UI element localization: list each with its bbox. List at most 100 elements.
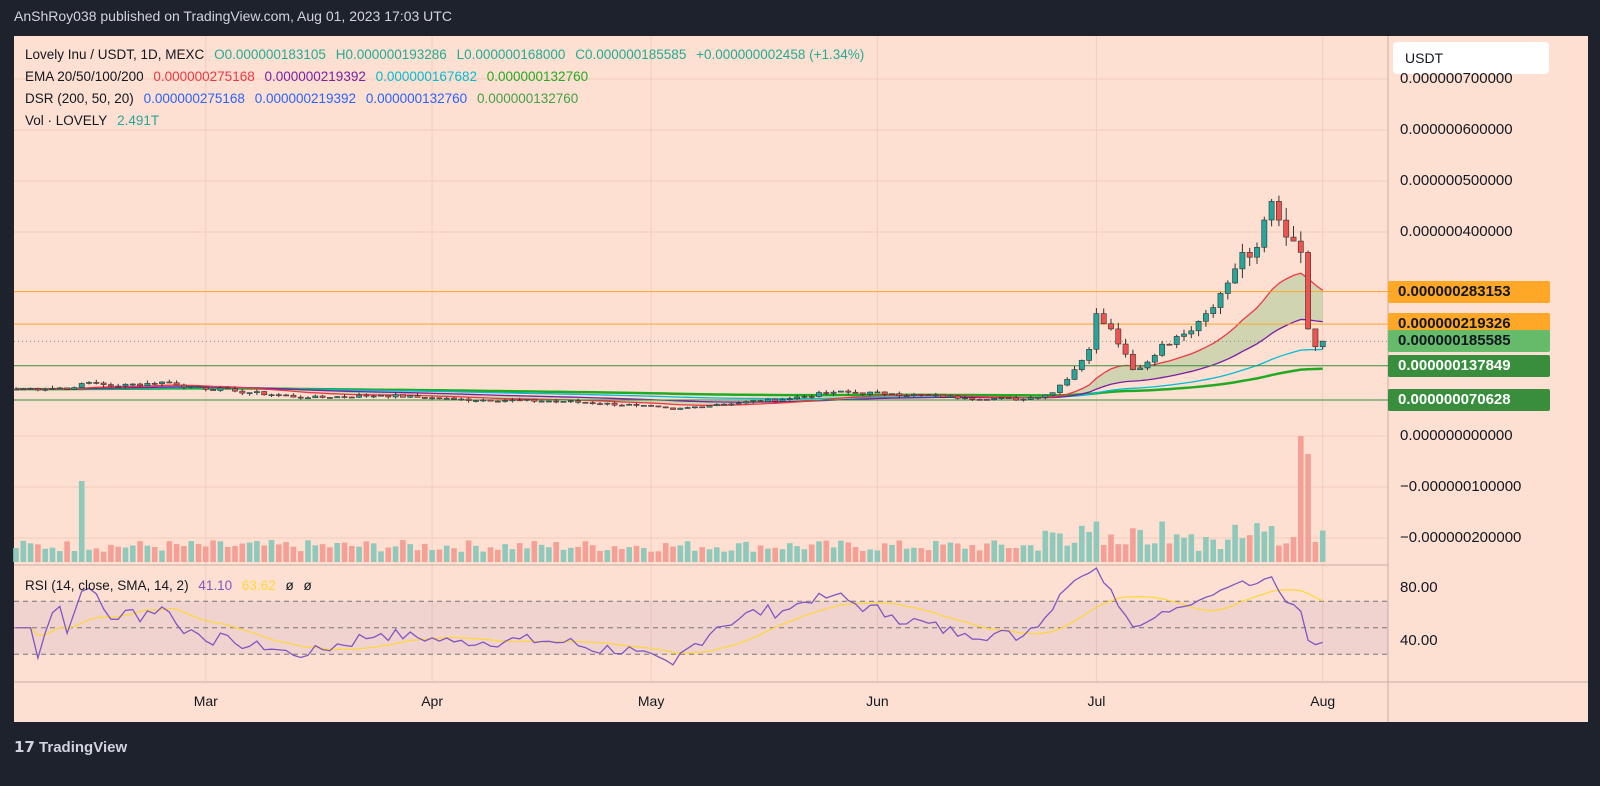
candle-body xyxy=(129,383,136,386)
time-axis-label[interactable]: Jul xyxy=(1087,693,1106,709)
candle-body xyxy=(604,402,611,405)
candle-body xyxy=(728,403,735,406)
volume-bar xyxy=(1064,545,1070,562)
candle xyxy=(1144,360,1151,371)
candle xyxy=(940,394,946,398)
time-axis-label[interactable]: Apr xyxy=(421,693,443,709)
publisher-header: AnShRoy038 published on TradingView.com,… xyxy=(14,8,452,24)
candle xyxy=(998,397,1005,400)
candle-body xyxy=(1290,236,1297,242)
currency-button[interactable]: USDT xyxy=(1393,42,1549,74)
candle-body xyxy=(1027,397,1034,400)
candle-body xyxy=(458,398,465,401)
time-axis-label[interactable]: Aug xyxy=(1310,693,1336,709)
candle xyxy=(1086,347,1092,365)
volume-bar xyxy=(305,540,311,562)
rsi-axis-label[interactable]: 40.00 xyxy=(1400,632,1438,649)
candle-body xyxy=(1173,336,1180,345)
candle xyxy=(1005,397,1012,400)
volume-bar xyxy=(677,545,684,562)
volume-bar xyxy=(757,545,764,562)
candle xyxy=(954,395,961,400)
candle-body xyxy=(1086,348,1092,361)
volume-bar xyxy=(1152,543,1158,562)
candle xyxy=(1305,250,1311,330)
volume-bar xyxy=(130,545,136,562)
candle xyxy=(261,390,268,396)
candle xyxy=(1254,242,1260,264)
symbol-name[interactable]: Lovely Inu / USDT, 1D, MEXC xyxy=(25,47,205,62)
candle-body xyxy=(648,405,654,407)
volume-bar xyxy=(1159,521,1165,562)
volume-bar xyxy=(1100,544,1107,562)
candle-body xyxy=(553,400,560,403)
change-value: +0.000000002458 (+1.34%) xyxy=(696,47,865,62)
ema-legend[interactable]: EMA 20/50/100/200 0.000000275168 0.00000… xyxy=(25,69,594,84)
candle-body xyxy=(823,392,830,394)
candle xyxy=(772,398,779,403)
volume-legend[interactable]: Vol · LOVELY 2.491T xyxy=(25,113,165,128)
candle-body xyxy=(750,400,757,403)
volume-bar xyxy=(1268,526,1275,562)
time-axis-label[interactable]: May xyxy=(637,693,665,709)
candle-body xyxy=(582,401,589,404)
volume-bar xyxy=(64,541,70,562)
volume-bar xyxy=(867,549,873,562)
candle-body xyxy=(71,387,78,390)
candle xyxy=(983,399,990,401)
candle-body xyxy=(786,398,793,400)
price-axis-label[interactable]: 0.000000500000 xyxy=(1400,172,1513,189)
candle-body xyxy=(706,405,713,408)
candle xyxy=(786,396,793,401)
candle-body xyxy=(1020,398,1027,401)
candle-body xyxy=(597,403,603,405)
candle-body xyxy=(998,397,1005,400)
candle xyxy=(356,392,362,398)
volume-bar xyxy=(706,549,713,562)
candle xyxy=(947,394,954,398)
candle xyxy=(151,381,158,386)
volume-bar xyxy=(1195,550,1202,562)
candle xyxy=(516,397,523,402)
candle xyxy=(1093,307,1100,354)
volume-bar xyxy=(597,550,603,562)
candle xyxy=(1195,320,1202,337)
volume-bar xyxy=(881,543,888,562)
volume-bar xyxy=(787,543,793,562)
price-axis-label[interactable]: 0.000000000000 xyxy=(1400,427,1513,444)
candle xyxy=(232,386,238,393)
price-axis-label[interactable]: 0.000000600000 xyxy=(1400,121,1513,138)
volume-bar xyxy=(13,547,19,562)
volume-bar xyxy=(560,549,567,562)
price-axis-label[interactable]: 0.000000400000 xyxy=(1400,223,1513,240)
volume-bar xyxy=(108,544,114,562)
candle-body xyxy=(983,399,990,401)
ema50-value: 0.000000219392 xyxy=(264,69,366,84)
candle xyxy=(1137,364,1144,371)
candle xyxy=(348,396,355,399)
volume-bar xyxy=(181,546,187,562)
price-axis-label[interactable]: 0.000000700000 xyxy=(1400,70,1513,87)
volume-bar xyxy=(385,547,392,562)
volume-bar xyxy=(451,548,457,562)
rsi-axis-label[interactable]: 80.00 xyxy=(1400,579,1438,596)
time-axis-label[interactable]: Mar xyxy=(193,693,218,709)
candle xyxy=(465,397,472,403)
price-axis-label[interactable]: −0.000000100000 xyxy=(1400,478,1522,495)
candle-body xyxy=(691,406,698,409)
candle-body xyxy=(487,399,494,402)
candle-body xyxy=(429,397,435,400)
price-axis-label[interactable]: −0.000000200000 xyxy=(1400,529,1522,546)
time-axis-label[interactable]: Jun xyxy=(866,693,889,709)
volume-bar xyxy=(407,544,413,562)
candle xyxy=(713,403,720,407)
candle-body xyxy=(407,395,414,398)
candle xyxy=(575,398,581,404)
chart-frame[interactable] xyxy=(14,36,1588,722)
volume-bar xyxy=(217,541,224,562)
volume-bar xyxy=(575,546,581,562)
dsr-legend[interactable]: DSR (200, 50, 20) 0.000000275168 0.00000… xyxy=(25,91,584,106)
rsi-legend[interactable]: RSI (14, close, SMA, 14, 2) 41.10 63.62 … xyxy=(25,578,318,593)
volume-bar xyxy=(400,540,406,562)
